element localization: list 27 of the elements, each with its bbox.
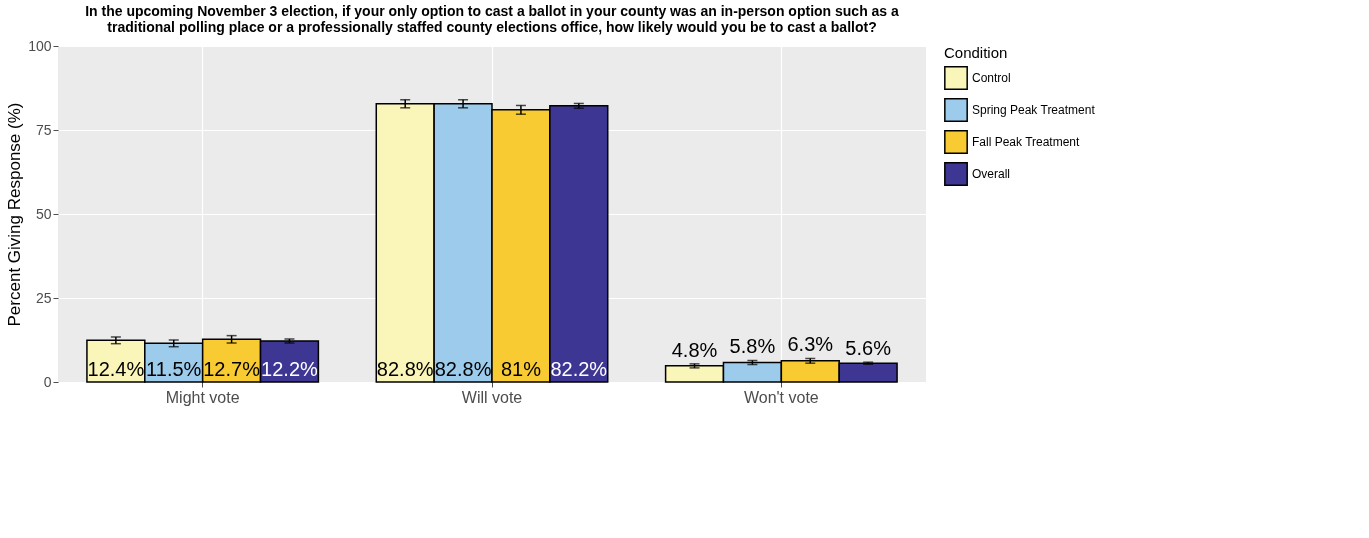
y-tick-label: 25 bbox=[35, 289, 52, 306]
data-label: 82.2% bbox=[550, 358, 608, 380]
data-label: 12.2% bbox=[261, 358, 319, 380]
x-tick-label: Will vote bbox=[461, 388, 523, 406]
data-label: 4.8% bbox=[671, 338, 718, 361]
data-label: 5.6% bbox=[845, 337, 892, 360]
data-label: 82.8% bbox=[376, 358, 434, 380]
y-tick-label: 100 bbox=[28, 37, 52, 54]
data-label: 12.7% bbox=[203, 358, 261, 380]
data-label: 6.3% bbox=[787, 333, 834, 356]
x-tick-label: Won't vote bbox=[743, 388, 819, 406]
data-label: 11.5% bbox=[146, 358, 202, 380]
legend-title: Condition bbox=[944, 44, 1008, 61]
legend-label: Spring Peak Treatment bbox=[972, 103, 1096, 117]
data-label: 82.8% bbox=[434, 358, 492, 380]
legend-label: Control bbox=[972, 71, 1011, 85]
data-label: 12.4% bbox=[87, 358, 145, 380]
x-tick-label: Might vote bbox=[165, 388, 240, 406]
y-axis-title: Percent Giving Response (%) bbox=[5, 102, 25, 327]
y-tick-label: 0 bbox=[43, 373, 52, 390]
legend-label: Fall Peak Treatment bbox=[972, 135, 1081, 149]
y-tick-label: 50 bbox=[35, 205, 52, 222]
data-label: 5.8% bbox=[729, 335, 776, 358]
data-label: 81% bbox=[500, 358, 542, 380]
chart-title: In the upcoming November 3 election, if your only option to cast a ballot in your county was an in-person option such as a traditional polling place or a professionally staffed county elections office, how likely would you be to cast a ballot? bbox=[85, 3, 900, 35]
y-tick-label: 75 bbox=[35, 121, 52, 138]
legend-label: Overall bbox=[972, 167, 1011, 181]
